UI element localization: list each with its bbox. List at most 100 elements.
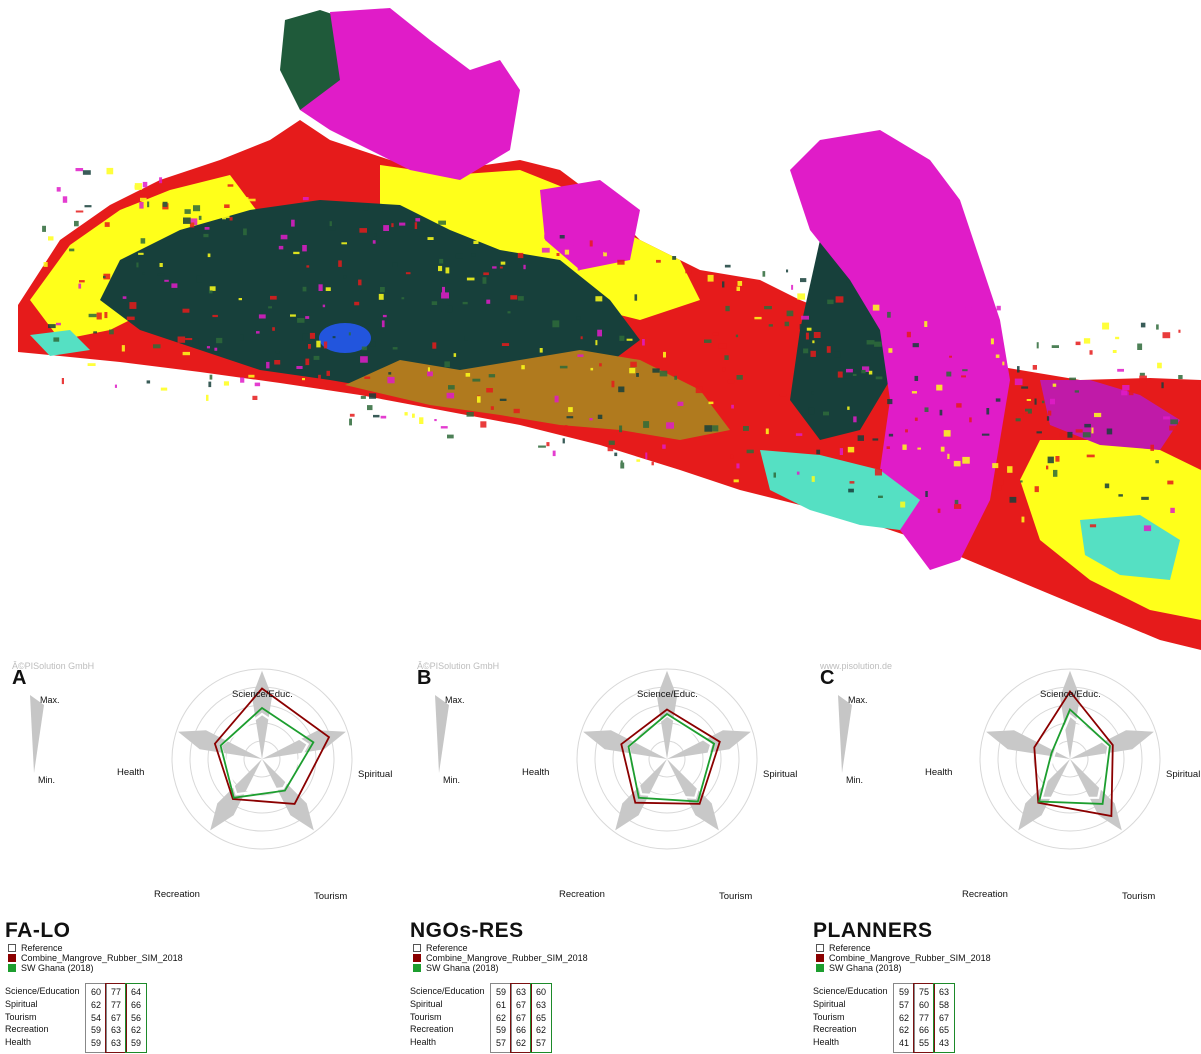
map-speckle xyxy=(886,446,890,449)
map-speckle xyxy=(240,377,245,383)
map-speckle xyxy=(297,318,305,323)
map-speckle xyxy=(177,336,186,343)
map-speckle xyxy=(914,417,918,421)
map-speckle xyxy=(75,210,84,213)
map-speckle xyxy=(917,358,924,365)
map-speckle xyxy=(900,501,906,508)
value-column-ref: 60 62 54 59 59 xyxy=(85,983,107,1053)
map-speckle xyxy=(837,371,843,378)
map-speckle xyxy=(291,219,295,227)
map-speckle xyxy=(206,394,209,401)
map-speckle xyxy=(764,306,772,310)
map-speckle xyxy=(306,265,310,268)
map-speckle xyxy=(212,314,218,318)
map-speckle xyxy=(1122,385,1130,391)
row-name: Tourism xyxy=(410,1011,442,1022)
map-speckle xyxy=(786,269,789,273)
map-speckle xyxy=(559,235,565,239)
legend-text: Reference xyxy=(21,943,63,953)
map-speckle xyxy=(214,214,219,217)
map-speckle xyxy=(1141,496,1149,500)
legend-sw-ghana: SW Ghana (2018) xyxy=(8,963,183,973)
map-speckle xyxy=(810,350,816,357)
map-speckle xyxy=(399,222,406,226)
map-speckle xyxy=(1121,390,1128,396)
map-speckle xyxy=(275,351,280,354)
map-speckle xyxy=(1161,382,1164,389)
map-speckle xyxy=(617,259,625,265)
map-speckle xyxy=(1170,419,1178,425)
value-column-swg: 64 66 56 62 59 xyxy=(125,983,147,1053)
map-speckle xyxy=(78,283,82,289)
map-speckle xyxy=(486,299,491,304)
map-speckle xyxy=(302,333,310,341)
map-speckle xyxy=(74,220,79,227)
map-speckle xyxy=(302,245,307,252)
map-speckle xyxy=(722,281,725,288)
value-cell: 65 xyxy=(938,1025,949,1036)
axis-label: Science/Educ. xyxy=(232,689,293,700)
axis-label: Tourism xyxy=(314,891,348,902)
map-speckle xyxy=(258,314,266,319)
map-speckle xyxy=(513,408,520,414)
map-speckle xyxy=(888,348,893,353)
map-speckle xyxy=(848,488,854,493)
map-speckle xyxy=(888,433,894,437)
map-speckle xyxy=(121,217,124,222)
axis-label: Recreation xyxy=(154,889,200,900)
map-speckle xyxy=(391,223,394,228)
row-name: Spiritual xyxy=(813,998,846,1009)
value-cell: 62 xyxy=(495,1012,506,1023)
map-speckle xyxy=(1083,338,1091,344)
value-cell: 77 xyxy=(110,987,121,997)
map-speckle xyxy=(1051,345,1059,348)
map-speckle xyxy=(427,367,430,374)
map-speckle xyxy=(1163,416,1170,420)
map-speckle xyxy=(736,463,740,469)
map-speckle xyxy=(256,331,260,334)
map-speckle xyxy=(382,314,387,318)
map-speckle xyxy=(381,320,385,328)
map-speckle xyxy=(82,170,91,175)
map-speckle xyxy=(833,351,841,358)
map-speckle xyxy=(136,262,139,268)
map-speckle xyxy=(53,337,60,342)
map-speckle xyxy=(1102,322,1110,330)
map-speckle xyxy=(1047,410,1052,416)
map-speckle xyxy=(184,209,191,214)
map-speckle xyxy=(544,234,547,239)
map-speckle xyxy=(483,272,489,276)
map-speckle xyxy=(603,251,607,257)
map-speckle xyxy=(597,329,602,337)
map-speckle xyxy=(181,180,189,183)
value-cell: 66 xyxy=(515,1025,526,1036)
map-speckle xyxy=(499,398,507,401)
legend-reference: Reference xyxy=(816,943,991,953)
map-speckle xyxy=(222,216,226,220)
map-speckle xyxy=(323,341,328,349)
map-speckle xyxy=(412,413,415,418)
legend-text: Reference xyxy=(426,943,468,953)
series-combine xyxy=(620,708,721,805)
map-speckle xyxy=(943,430,951,437)
legend-text: Combine_Mangrove_Rubber_SIM_2018 xyxy=(21,953,183,963)
map-speckle xyxy=(811,391,815,395)
map-speckle xyxy=(944,295,951,300)
map-speckle xyxy=(445,267,450,274)
legend-swatch xyxy=(816,954,824,962)
map-speckle xyxy=(852,373,857,376)
map-speckle xyxy=(43,262,48,267)
radar-ring xyxy=(171,668,353,850)
map-speckle xyxy=(901,361,908,365)
map-speckle xyxy=(209,286,216,291)
map-speckle xyxy=(1143,525,1152,532)
map-speckle xyxy=(1015,418,1021,422)
map-speckle xyxy=(800,278,807,283)
map-speckle xyxy=(140,197,147,202)
row-names: Science/Education Spiritual Tourism Recreat… xyxy=(5,985,85,1049)
map-speckle xyxy=(1137,343,1143,350)
value-cell: 59 xyxy=(90,1025,101,1036)
value-cell: 67 xyxy=(515,1012,526,1023)
map-speckle xyxy=(805,332,809,340)
row-name: Spiritual xyxy=(410,998,443,1009)
